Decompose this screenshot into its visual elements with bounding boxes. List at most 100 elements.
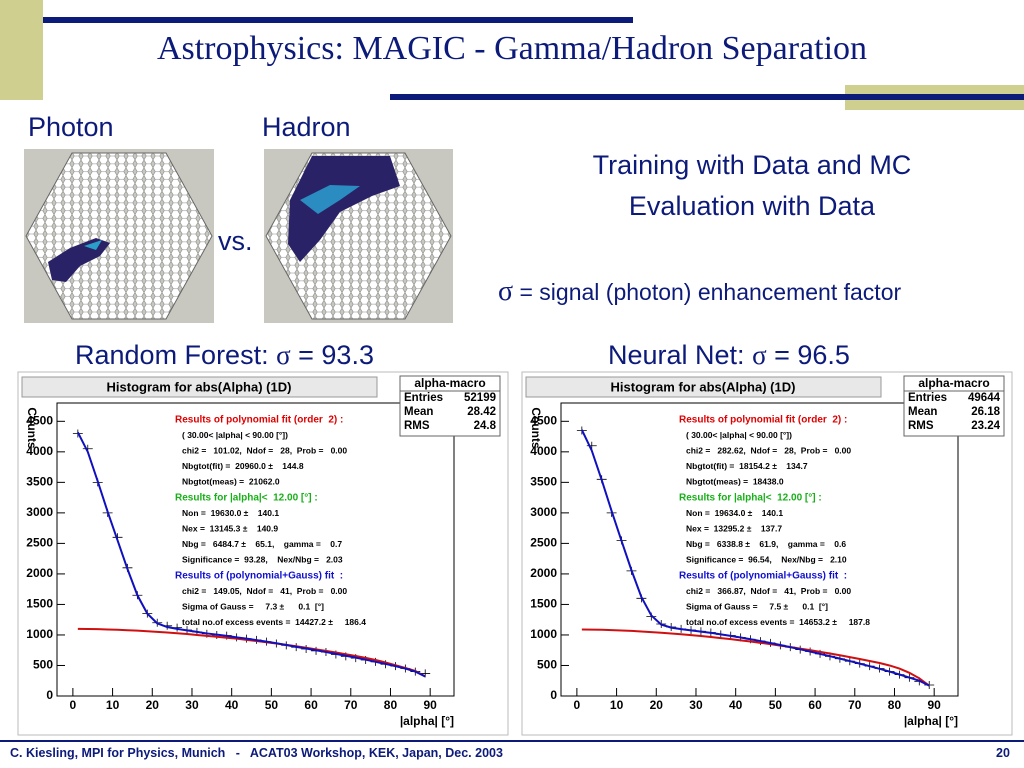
fit-annotation: Sigma of Gauss = 7.3 ± 0.1 [°]	[182, 601, 324, 611]
y-tick-label: 4000	[530, 444, 557, 458]
hadron-label: Hadron	[262, 112, 351, 142]
y-tick-label: 0	[550, 688, 557, 702]
rf-value: = 93.3	[290, 340, 374, 370]
y-tick-label: 4500	[26, 413, 53, 427]
fit-annotation: Significance = 96.54, Nex/Nbg = 2.10	[686, 555, 847, 565]
y-tick-label: 2500	[530, 536, 557, 550]
fit-annotation: Nbgtot(meas) = 18438.0	[686, 477, 784, 487]
fit-annotation: Nex = 13295.2 ± 137.7	[686, 523, 782, 533]
photon-camera	[24, 149, 214, 323]
decor-bar	[0, 0, 43, 100]
fit-annotation: Nex = 13145.3 ± 140.9	[182, 523, 278, 533]
stats-value: 49644	[968, 392, 1001, 404]
rf-label: Random Forest:	[75, 340, 277, 370]
plot-area	[560, 402, 959, 697]
stats-box	[903, 375, 1005, 437]
stats-value: 26.18	[971, 406, 1000, 418]
x-tick-label: 40	[225, 698, 239, 712]
stats-value: 28.42	[467, 406, 496, 418]
sigma-symbol: σ	[752, 340, 767, 370]
nn-result: Neural Net: σ = 96.5	[608, 340, 850, 371]
fit-annotation: Results for |alpha|< 12.00 [°] :	[679, 493, 822, 504]
fit-annotation: Results of polynomial fit (order 2) :	[679, 415, 847, 426]
fit-annotation: chi2 = 149.05, Ndof = 41, Prob = 0.00	[182, 586, 347, 596]
x-tick-label: 90	[928, 698, 942, 712]
fit-annotation: Nbg = 6484.7 ± 65.1, gamma = 0.7	[182, 539, 342, 549]
x-tick-label: 60	[808, 698, 822, 712]
title-box	[525, 376, 882, 398]
y-tick-label: 0	[46, 688, 53, 702]
nn-label: Neural Net:	[608, 340, 753, 370]
footer-line	[0, 740, 1024, 742]
x-tick-label: 40	[729, 698, 743, 712]
stats-value: 23.24	[971, 420, 1000, 432]
y-tick-label: 3500	[530, 475, 557, 489]
plot-area	[56, 402, 455, 697]
y-tick-label: 4500	[530, 413, 557, 427]
fit-annotation: Results of (polynomial+Gauss) fit :	[175, 571, 343, 582]
x-axis-label: |alpha| [°]	[400, 714, 454, 728]
fit-curve	[581, 628, 930, 687]
chart: Histogram for abs(Alpha) (1D) alpha-macro…	[521, 371, 1013, 736]
y-tick-label: 2000	[26, 566, 53, 580]
fit-curve	[580, 429, 930, 687]
x-tick-label: 30	[689, 698, 703, 712]
y-tick-label: 4000	[26, 444, 53, 458]
fit-annotation: Nbgtot(fit) = 18154.2 ± 134.7	[686, 461, 808, 471]
footer-text: C. Kiesling, MPI for Physics, Munich - A…	[10, 746, 503, 760]
y-axis-label: Counts	[529, 407, 543, 449]
page-number: 20	[996, 746, 1010, 760]
stats-key: RMS	[908, 420, 934, 432]
training-text: Training with Data and MC	[592, 150, 912, 180]
hadron-camera	[264, 149, 453, 323]
fit-annotation: Results for |alpha|< 12.00 [°] :	[175, 493, 318, 504]
x-tick-label: 50	[769, 698, 783, 712]
x-tick-label: 70	[344, 698, 358, 712]
x-tick-label: 20	[146, 698, 160, 712]
x-tick-label: 90	[424, 698, 438, 712]
stats-key: Entries	[908, 392, 947, 404]
chart-title: Histogram for abs(Alpha) (1D)	[107, 379, 292, 394]
y-tick-label: 1000	[26, 627, 53, 641]
photon-label: Photon	[28, 112, 114, 142]
fit-annotation: Non = 19630.0 ± 140.1	[182, 508, 279, 518]
chart: Histogram for abs(Alpha) (1D) alpha-macro…	[17, 371, 509, 736]
y-axis-label: Counts	[25, 407, 39, 449]
sigma-text: = signal (photon) enhancement factor	[513, 279, 902, 305]
x-tick-label: 10	[106, 698, 120, 712]
stats-title: alpha-macro	[414, 376, 485, 390]
y-tick-label: 1000	[530, 627, 557, 641]
fit-annotation: Nbgtot(meas) = 21062.0	[182, 477, 280, 487]
fit-annotation: Results of polynomial fit (order 2) :	[175, 415, 343, 426]
y-tick-label: 3000	[26, 505, 53, 519]
sigma-definition: σ = signal (photon) enhancement factor	[498, 276, 901, 308]
stats-box	[399, 375, 501, 437]
sigma-symbol: σ	[498, 276, 514, 307]
x-tick-label: 80	[888, 698, 902, 712]
x-tick-label: 80	[384, 698, 398, 712]
slide-title: Astrophysics: MAGIC - Gamma/Hadron Separ…	[156, 30, 868, 67]
fit-curve	[77, 627, 426, 678]
y-tick-label: 500	[33, 658, 53, 672]
x-tick-label: 30	[185, 698, 199, 712]
stats-value: 52199	[464, 392, 496, 404]
fit-annotation: Sigma of Gauss = 7.5 ± 0.1 [°]	[686, 601, 828, 611]
x-axis-label: |alpha| [°]	[904, 714, 958, 728]
fit-annotation: Nbg = 6338.8 ± 61.9, gamma = 0.6	[686, 539, 846, 549]
stats-key: Entries	[404, 392, 443, 404]
fit-annotation: total no.of excess events = 14427.2 ± 18…	[182, 617, 366, 627]
nn-value: = 96.5	[766, 340, 850, 370]
fit-curve	[76, 431, 426, 678]
fit-annotation: ( 30.00< |alpha| < 90.00 [°])	[182, 430, 288, 440]
stats-key: Mean	[404, 406, 433, 418]
fit-annotation: chi2 = 282.62, Ndof = 28, Prob = 0.00	[686, 445, 851, 455]
stats-key: RMS	[404, 420, 430, 432]
x-tick-label: 20	[650, 698, 664, 712]
fit-annotation: chi2 = 366.87, Ndof = 41, Prob = 0.00	[686, 586, 851, 596]
chart-title: Histogram for abs(Alpha) (1D)	[611, 379, 796, 394]
fit-annotation: chi2 = 101.02, Ndof = 28, Prob = 0.00	[182, 445, 347, 455]
fit-annotation: Results of (polynomial+Gauss) fit :	[679, 571, 847, 582]
fit-annotation: total no.of excess events = 14653.2 ± 18…	[686, 617, 870, 627]
